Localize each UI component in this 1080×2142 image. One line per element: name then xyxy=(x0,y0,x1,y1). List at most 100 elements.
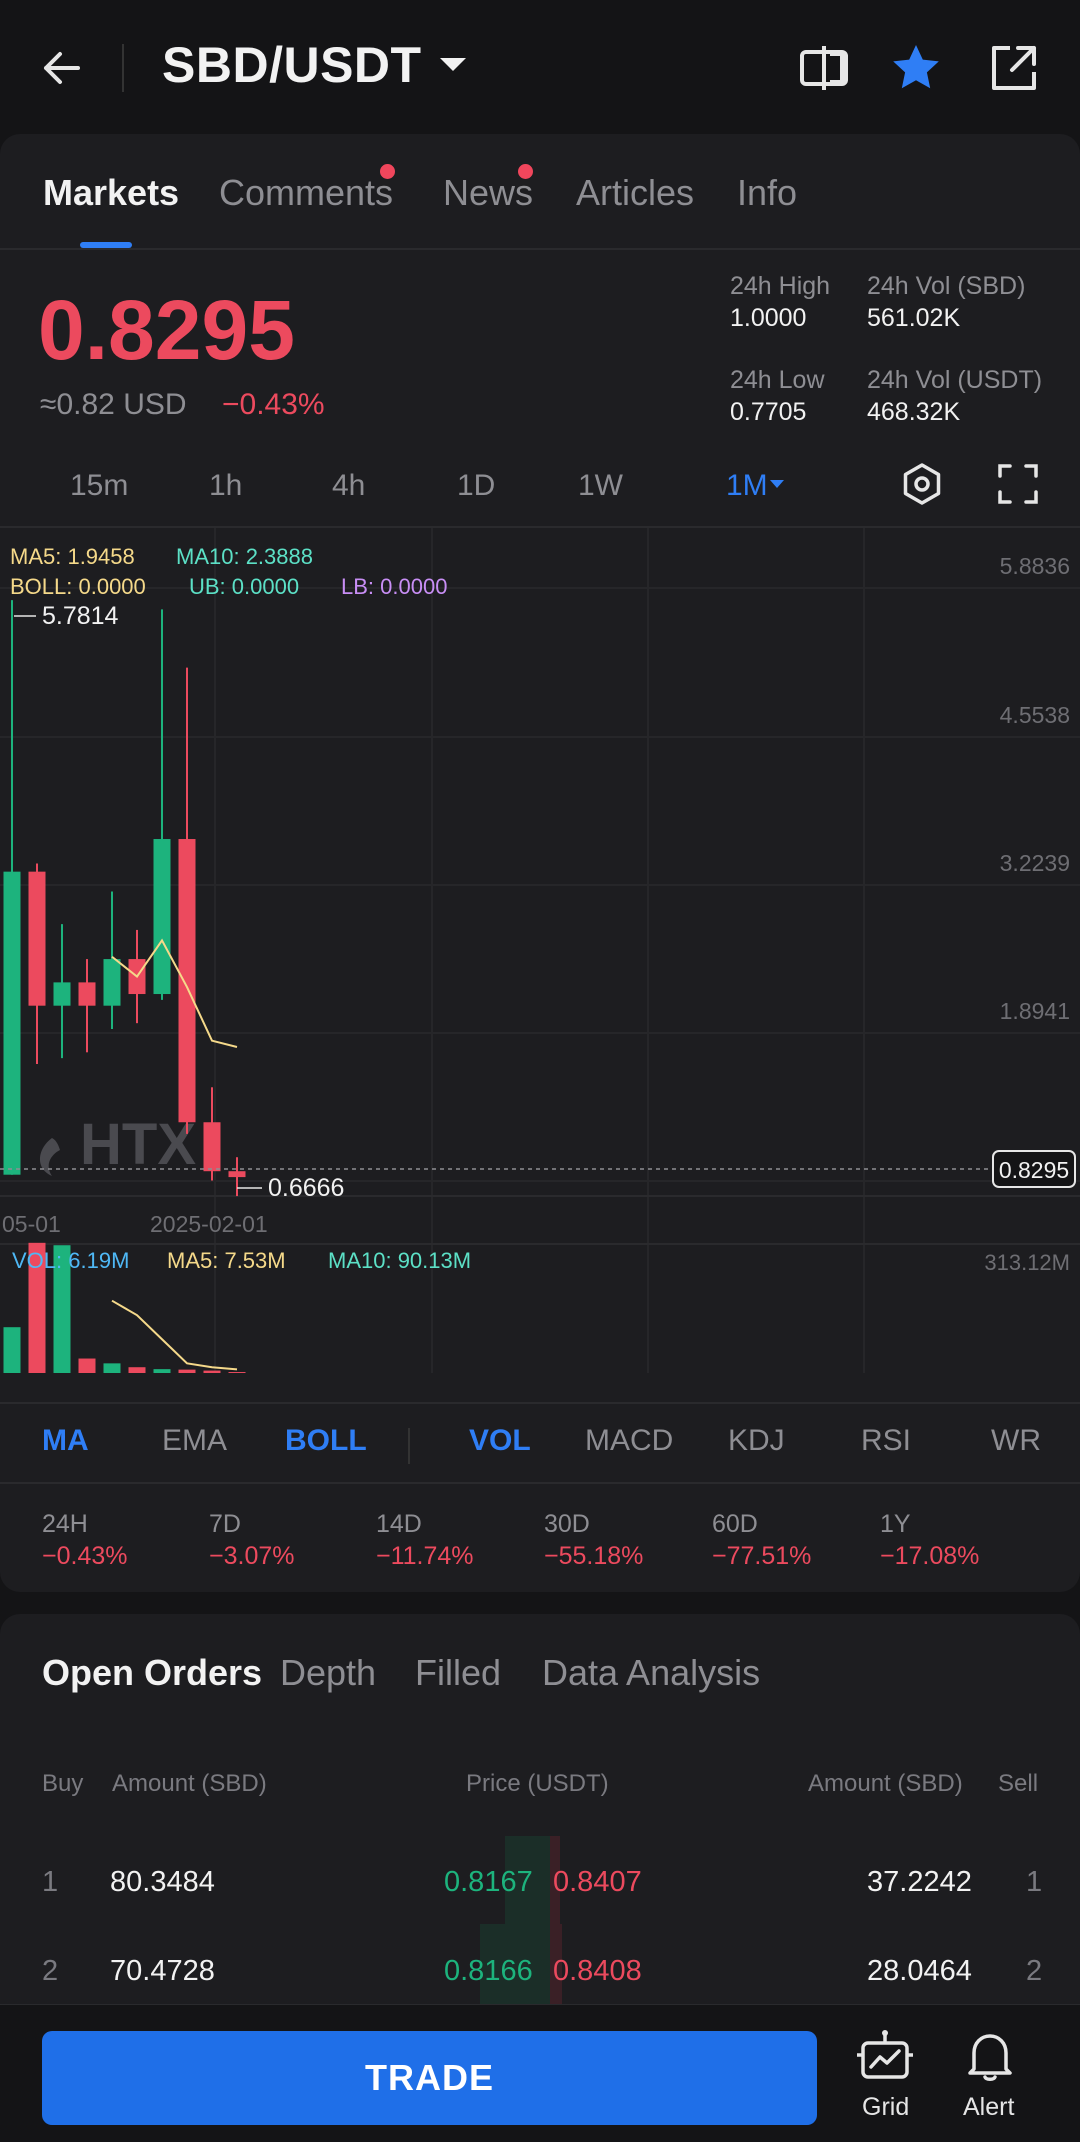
tab-open-orders[interactable]: Open Orders xyxy=(42,1652,263,1693)
perf-period-14d: 14D xyxy=(376,1510,422,1538)
favorite-star-icon[interactable] xyxy=(888,40,944,96)
candle-body xyxy=(103,959,121,1006)
ask-amount: 28.0464 xyxy=(867,1955,972,1987)
indicator-tabs: MA EMA BOLL VOL MACD KDJ RSI WR xyxy=(0,1402,1080,1484)
perf-value-1y: −17.08% xyxy=(880,1542,980,1570)
volume-ma5-indicator: MA5: 7.53M xyxy=(167,1248,286,1273)
volume-bar xyxy=(53,1245,71,1373)
bid-depth-bar xyxy=(480,1924,550,2004)
header-sell: Sell xyxy=(998,1770,1039,1797)
watermark-logo: HTX xyxy=(80,1112,196,1177)
volume-bar xyxy=(103,1363,121,1373)
header-divider xyxy=(122,44,124,92)
timeframe-1h[interactable]: 1h xyxy=(209,469,243,502)
low-label: 24h Low xyxy=(730,366,825,394)
vol-sbd-value: 561.02K xyxy=(867,304,961,332)
perf-period-24h: 24H xyxy=(42,1510,88,1538)
indicator-rsi[interactable]: RSI xyxy=(861,1424,912,1457)
volume-bar xyxy=(153,1369,171,1373)
perf-period-30d: 30D xyxy=(544,1510,590,1538)
volume-bar xyxy=(28,1242,46,1373)
perf-period-1y: 1Y xyxy=(880,1510,911,1538)
compare-icon[interactable] xyxy=(796,40,852,96)
price-axis-label: 5.8836 xyxy=(1000,553,1070,579)
vol-sbd-label: 24h Vol (SBD) xyxy=(867,272,1026,300)
indicator-macd[interactable]: MACD xyxy=(585,1424,674,1457)
last-price: 0.8295 xyxy=(38,283,295,377)
timeframe-1w[interactable]: 1W xyxy=(578,469,623,502)
ask-depth-bar xyxy=(550,1924,562,2004)
candle-body xyxy=(3,871,21,1175)
perf-value-7d: −3.07% xyxy=(209,1542,295,1570)
timeframe-1m[interactable]: 1M xyxy=(726,469,768,502)
bid-amount: 70.4728 xyxy=(110,1955,215,1987)
volume-bar xyxy=(178,1369,196,1373)
bid-amount: 80.3484 xyxy=(110,1866,215,1898)
tab-comments[interactable]: Comments xyxy=(219,172,394,213)
header-bid-amount: Amount (SBD) xyxy=(112,1770,267,1797)
ask-price[interactable]: 0.8408 xyxy=(553,1955,642,1987)
indicator-kdj[interactable]: KDJ xyxy=(728,1424,785,1457)
volume-bar xyxy=(203,1370,221,1373)
candle-body xyxy=(53,982,71,1006)
share-icon[interactable] xyxy=(986,40,1042,96)
kline-chart[interactable]: 5.88364.55383.22391.89410.564305-012025-… xyxy=(0,526,1080,1373)
lb-indicator: LB: 0.0000 xyxy=(341,574,448,599)
price-axis-label: 4.5538 xyxy=(1000,702,1070,728)
indicator-wr[interactable]: WR xyxy=(991,1424,1041,1457)
volume-bar xyxy=(78,1358,96,1373)
pair-dropdown-icon[interactable] xyxy=(440,58,466,71)
alert-label[interactable]: Alert xyxy=(963,2093,1015,2121)
vol-usdt-label: 24h Vol (USDT) xyxy=(867,366,1043,394)
grid-bot-icon[interactable] xyxy=(855,2029,915,2083)
volume-ma5-line xyxy=(111,1299,238,1371)
perf-value-60d: −77.51% xyxy=(712,1542,812,1570)
alert-bell-icon[interactable] xyxy=(960,2029,1020,2083)
timeframe-dropdown-icon[interactable] xyxy=(770,480,784,488)
tab-filled[interactable]: Filled xyxy=(415,1652,502,1693)
bid-price[interactable]: 0.8166 xyxy=(444,1955,533,1987)
tab-info[interactable]: Info xyxy=(737,172,798,213)
candle-body xyxy=(228,1171,246,1178)
app-header: SBD/USDT xyxy=(0,0,1080,134)
candle-body xyxy=(28,871,46,1006)
indicator-boll[interactable]: BOLL xyxy=(285,1424,367,1457)
active-tab-indicator xyxy=(80,242,132,248)
news-notification-dot xyxy=(518,164,533,179)
pair-title[interactable]: SBD/USDT xyxy=(162,37,422,93)
chart-settings-icon[interactable] xyxy=(900,462,944,506)
low-value: 0.7705 xyxy=(730,398,807,426)
indicator-divider xyxy=(408,1428,410,1464)
kline-chart-svg: 5.88364.55383.22391.89410.564305-012025-… xyxy=(0,528,1080,1373)
timeframe-1d[interactable]: 1D xyxy=(457,469,496,502)
trade-button[interactable]: TRADE xyxy=(42,2031,817,2125)
tab-news[interactable]: News xyxy=(443,172,534,213)
ask-depth-bar xyxy=(550,1836,560,2004)
last-price-tag: 0.8295 xyxy=(999,1157,1069,1183)
bid-price[interactable]: 0.8167 xyxy=(444,1866,533,1898)
bottom-action-bar: TRADE Grid Alert xyxy=(0,2004,1080,2142)
indicator-ema[interactable]: EMA xyxy=(162,1424,228,1457)
timeframe-15m[interactable]: 15m xyxy=(70,469,129,502)
tab-depth[interactable]: Depth xyxy=(280,1652,377,1693)
perf-period-7d: 7D xyxy=(209,1510,241,1538)
low-price-marker: 0.6666 xyxy=(268,1174,344,1202)
time-axis-label: 2025-02-01 xyxy=(150,1211,268,1237)
high-value: 1.0000 xyxy=(730,304,807,332)
indicator-vol[interactable]: VOL xyxy=(469,1424,531,1457)
candle-body xyxy=(178,839,196,1123)
last-price-box xyxy=(992,1150,1076,1188)
perf-period-60d: 60D xyxy=(712,1510,758,1538)
back-arrow-icon[interactable] xyxy=(38,44,86,92)
timeframe-4h[interactable]: 4h xyxy=(332,469,366,502)
perf-value-14d: −11.74% xyxy=(376,1542,474,1570)
ask-price[interactable]: 0.8407 xyxy=(553,1866,642,1898)
high-label: 24h High xyxy=(730,272,831,300)
grid-label[interactable]: Grid xyxy=(862,2093,910,2121)
tab-data-analysis[interactable]: Data Analysis xyxy=(542,1652,761,1693)
indicator-ma[interactable]: MA xyxy=(42,1424,89,1457)
tab-markets[interactable]: Markets xyxy=(43,172,180,213)
fullscreen-icon[interactable] xyxy=(996,462,1040,506)
watermark-flame-icon xyxy=(39,1138,60,1176)
tab-articles[interactable]: Articles xyxy=(576,172,695,213)
